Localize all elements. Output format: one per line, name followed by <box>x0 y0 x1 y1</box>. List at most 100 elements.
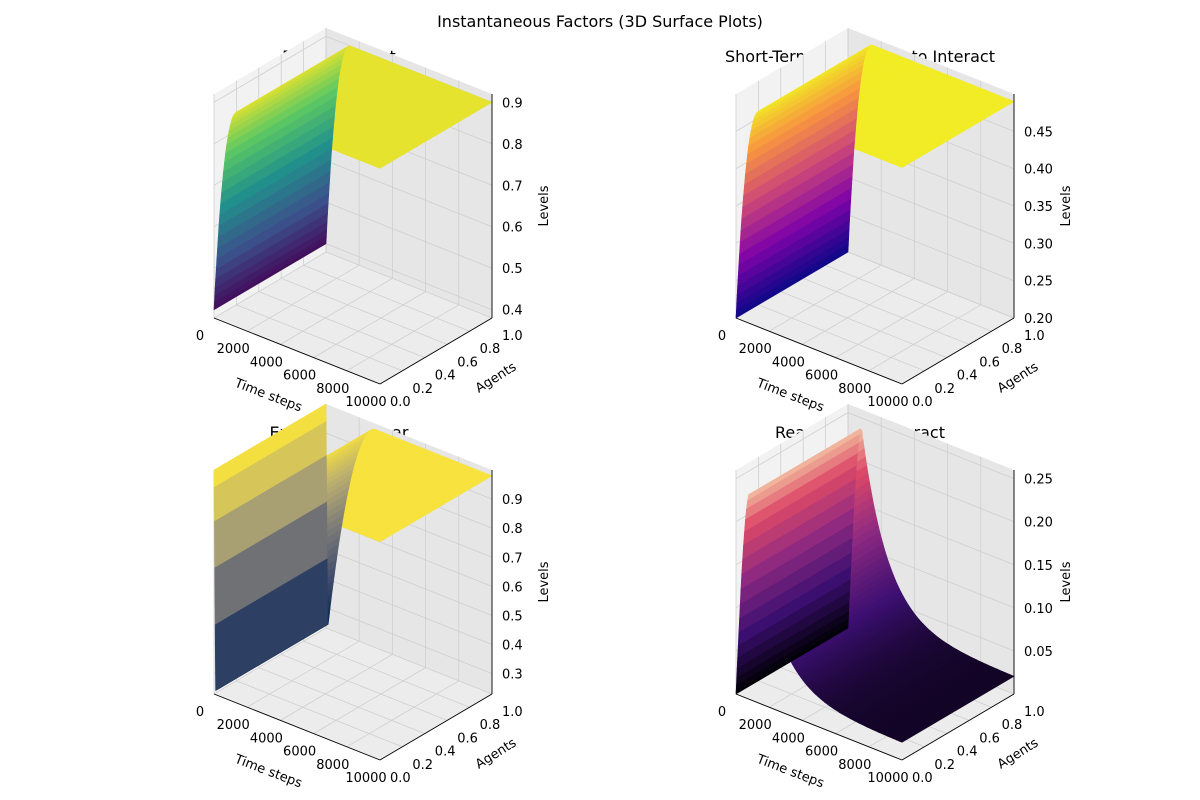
y-tick-label: 1.0 <box>1024 705 1045 720</box>
x-axis-line <box>735 693 903 761</box>
z-tick-label: 0.20 <box>1024 312 1053 327</box>
x-tick-label: 8000 <box>316 382 349 397</box>
x-tick-label: 4000 <box>250 731 283 746</box>
z-tick-label: 0.30 <box>1024 237 1053 252</box>
x-tick-label: 6000 <box>805 369 838 384</box>
z-gridline <box>735 412 1015 479</box>
y-tick-label: 0.8 <box>1002 342 1023 357</box>
x-axis-line <box>213 693 381 761</box>
x-tick-label: 8000 <box>838 382 871 397</box>
z-axis-label: Levels <box>1059 185 1074 226</box>
y-tick-label: 0.4 <box>435 369 456 384</box>
y-tick-label: 0.0 <box>390 395 411 410</box>
x-tick-label: 2000 <box>739 342 772 357</box>
z-tick-label: 0.45 <box>1024 125 1053 140</box>
z-tick-label: 0.5 <box>502 262 523 277</box>
z-tick-label: 0.4 <box>502 304 523 319</box>
y-tick-label: 0.2 <box>934 382 955 397</box>
x-tick-label: 6000 <box>283 369 316 384</box>
x-tick-label: 2000 <box>217 342 250 357</box>
surface-strip <box>735 248 849 319</box>
surface-strip <box>213 240 327 311</box>
x-tick-label: 8000 <box>838 758 871 773</box>
z-axis-label: Levels <box>537 561 552 602</box>
z-tick-label: 0.7 <box>502 179 523 194</box>
y-tick-label: 0.6 <box>979 731 1000 746</box>
z-axis-label: Levels <box>1059 561 1074 602</box>
x-tick-label: 2000 <box>739 718 772 733</box>
floor-pane <box>214 628 492 760</box>
x-tick-label: 2000 <box>217 718 250 733</box>
surface-strip <box>735 624 849 695</box>
z-tick-label: 0.9 <box>502 96 523 111</box>
z-tick-label: 0.8 <box>502 522 523 537</box>
y-tick-label: 0.2 <box>412 758 433 773</box>
y-axis-label: Agents <box>473 360 520 397</box>
y-tick-label: 0.8 <box>480 342 501 357</box>
z-tick-label: 0.3 <box>502 668 523 683</box>
x-axis-line <box>213 317 381 385</box>
y-tick-label: 0.6 <box>979 355 1000 370</box>
surface-strip <box>213 403 327 488</box>
y-tick-label: 0.4 <box>957 745 978 760</box>
z-tick-label: 0.9 <box>502 493 523 508</box>
y-tick-label: 0.0 <box>912 395 933 410</box>
y-axis-line <box>901 317 1015 385</box>
x-tick-label: 10000 <box>345 395 386 410</box>
y-tick-label: 0.0 <box>912 771 933 786</box>
y-tick-label: 0.8 <box>1002 718 1023 733</box>
z-tick-label: 0.15 <box>1024 559 1053 574</box>
x-tick-label: 4000 <box>250 355 283 370</box>
x-tick-label: 0 <box>196 705 204 720</box>
z-tick-label: 0.35 <box>1024 200 1053 215</box>
x-tick-label: 0 <box>196 329 204 344</box>
x-tick-label: 10000 <box>345 771 386 786</box>
z-tick-label: 0.6 <box>502 580 523 595</box>
y-axis-label: Agents <box>995 360 1042 397</box>
z-axis-label: Levels <box>537 185 552 226</box>
y-tick-label: 0.8 <box>480 718 501 733</box>
y-axis-line <box>379 693 493 761</box>
z-tick-label: 0.5 <box>502 610 523 625</box>
z-tick-label: 0.8 <box>502 138 523 153</box>
x-tick-label: 10000 <box>867 395 908 410</box>
x-tick-label: 0 <box>718 329 726 344</box>
z-tick-label: 0.7 <box>502 551 523 566</box>
x-tick-label: 4000 <box>772 355 805 370</box>
z-tick-label: 0.05 <box>1024 645 1053 660</box>
y-tick-label: 1.0 <box>502 705 523 720</box>
floor-pane <box>214 252 492 384</box>
z-tick-label: 0.25 <box>1024 275 1053 290</box>
x-tick-label: 8000 <box>316 758 349 773</box>
z-tick-label: 0.10 <box>1024 602 1053 617</box>
z-tick-label: 0.6 <box>502 221 523 236</box>
y-tick-label: 0.6 <box>457 355 478 370</box>
x-tick-label: 6000 <box>805 745 838 760</box>
y-tick-label: 0.6 <box>457 731 478 746</box>
x-tick-label: 6000 <box>283 745 316 760</box>
y-tick-label: 0.4 <box>957 369 978 384</box>
z-tick-label: 0.4 <box>502 639 523 654</box>
x-tick-label: 0 <box>718 705 726 720</box>
y-axis-label: Agents <box>473 736 520 773</box>
floor-pane <box>736 252 1014 384</box>
z-tick-label: 0.25 <box>1024 473 1053 488</box>
y-tick-label: 0.0 <box>390 771 411 786</box>
y-tick-label: 0.4 <box>435 745 456 760</box>
x-axis-line <box>735 317 903 385</box>
x-tick-label: 10000 <box>867 771 908 786</box>
x-tick-label: 4000 <box>772 731 805 746</box>
z-tick-label: 0.40 <box>1024 163 1053 178</box>
figure-title: Instantaneous Factors (3D Surface Plots) <box>437 12 763 31</box>
y-axis-line <box>901 693 1015 761</box>
y-axis-line <box>379 317 493 385</box>
y-axis-label: Agents <box>995 736 1042 773</box>
y-tick-label: 0.2 <box>412 382 433 397</box>
z-tick-label: 0.20 <box>1024 516 1053 531</box>
y-tick-label: 1.0 <box>1024 329 1045 344</box>
